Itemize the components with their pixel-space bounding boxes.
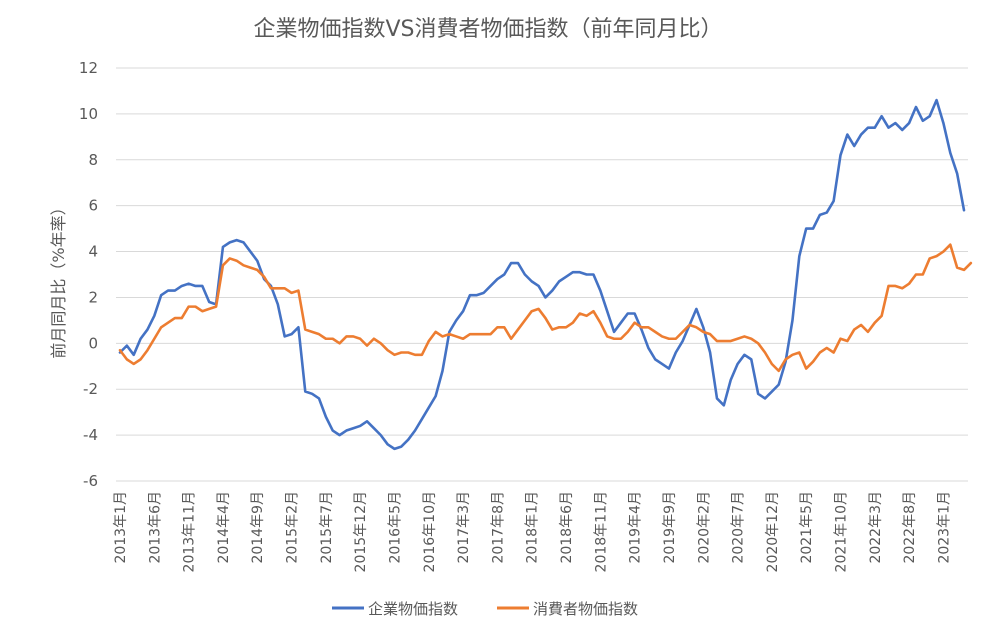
x-tick-label: 2018年1月 bbox=[525, 491, 541, 564]
x-tick-label: 2017年3月 bbox=[456, 491, 472, 564]
x-tick-label: 2014年4月 bbox=[216, 491, 232, 564]
y-tick-label: 8 bbox=[88, 151, 98, 169]
x-tick-label: 2013年6月 bbox=[147, 491, 163, 564]
legend-item: 企業物価指数 bbox=[332, 600, 458, 618]
legend-label: 消費者物価指数 bbox=[533, 600, 638, 618]
x-tick-label: 2016年10月 bbox=[422, 491, 438, 572]
chart-title: 企業物価指数VS消費者物価指数（前年同月比） bbox=[253, 17, 722, 42]
x-tick-label: 2023年1月 bbox=[936, 491, 952, 564]
x-tick-label: 2022年3月 bbox=[868, 491, 884, 564]
x-tick-label: 2018年11月 bbox=[593, 491, 609, 572]
x-tick-label: 2018年6月 bbox=[559, 491, 575, 564]
legend-label: 企業物価指数 bbox=[368, 600, 458, 618]
x-tick-label: 2017年8月 bbox=[490, 491, 506, 564]
y-axis-label: 前月同月比（%年率） bbox=[49, 199, 68, 358]
y-tick-label: 12 bbox=[79, 59, 98, 77]
y-tick-label: -6 bbox=[83, 472, 98, 490]
x-tick-label: 2020年7月 bbox=[731, 491, 747, 564]
x-tick-label: 2019年4月 bbox=[628, 491, 644, 564]
y-tick-label: 0 bbox=[88, 334, 98, 352]
y-tick-label: 10 bbox=[79, 105, 98, 123]
x-tick-label: 2013年11月 bbox=[182, 491, 198, 572]
y-tick-label: 2 bbox=[88, 288, 98, 306]
x-tick-label: 2014年9月 bbox=[250, 491, 266, 564]
y-tick-label: -2 bbox=[83, 380, 98, 398]
x-tick-label: 2022年8月 bbox=[902, 491, 918, 564]
legend-item: 消費者物価指数 bbox=[497, 600, 638, 618]
x-tick-label: 2020年12月 bbox=[765, 491, 781, 572]
x-tick-label: 2021年5月 bbox=[799, 491, 815, 564]
x-tick-label: 2015年7月 bbox=[319, 491, 335, 564]
x-tick-label: 2013年1月 bbox=[113, 491, 129, 564]
y-tick-label: 6 bbox=[88, 197, 98, 215]
y-tick-label: 4 bbox=[88, 243, 98, 261]
series-line-2 bbox=[118, 243, 973, 373]
x-tick-label: 2019年9月 bbox=[662, 491, 678, 564]
x-tick-label: 2020年2月 bbox=[696, 491, 712, 564]
y-tick-label: -4 bbox=[83, 426, 98, 444]
x-tick-label: 2016年5月 bbox=[387, 491, 403, 564]
x-tick-label: 2015年12月 bbox=[353, 491, 369, 572]
series-line-1 bbox=[118, 98, 966, 451]
x-tick-label: 2015年2月 bbox=[285, 491, 301, 564]
x-tick-label: 2021年10月 bbox=[833, 491, 849, 572]
